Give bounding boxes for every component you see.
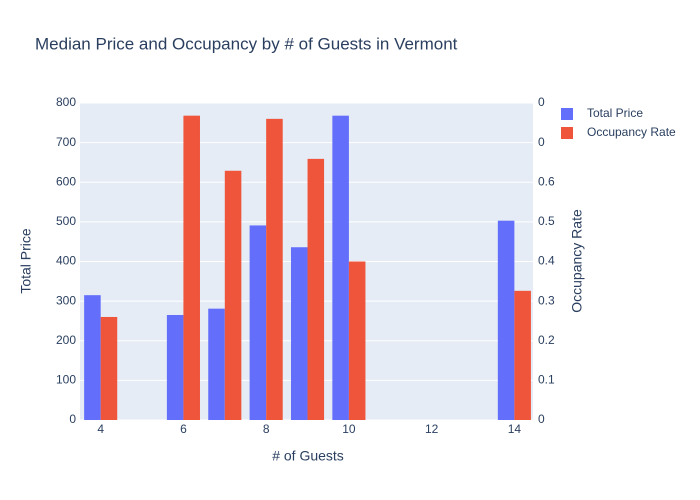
bar [166,314,184,420]
x-tick-label: 14 [508,422,522,436]
y-tick-label: 100 [56,373,76,387]
legend-swatch [561,127,573,139]
y2-tick-label: 0 [538,135,545,149]
bar [348,261,366,420]
bar [290,247,308,420]
y-tick-label: 500 [56,214,76,228]
y-tick-label: 200 [56,333,76,347]
bar [307,158,325,420]
y2-tick-label: 0.6 [538,174,555,188]
y-tick-label: 300 [56,293,76,307]
bar [208,308,225,420]
x-tick-label: 6 [180,422,187,436]
x-tick-label: 8 [263,422,270,436]
y2-axis-title: Occupancy Rate [569,209,585,313]
y2-tick-label: 0.5 [538,214,555,228]
y2-tick-label: 0.2 [538,333,555,347]
x-tick-label: 4 [97,422,104,436]
bar [266,118,283,420]
y-tick-label: 700 [56,135,76,149]
legend-label: Total Price [587,106,643,120]
y-tick-label: 400 [56,254,76,268]
bar [224,170,242,420]
y2-tick-label: 0.1 [538,373,555,387]
legend-swatch [561,108,573,120]
y2-tick-label: 0.3 [538,293,555,307]
y-tick-label: 0 [69,412,76,426]
y2-tick-label: 0 [538,412,545,426]
bar [84,295,101,420]
y-tick-label: 600 [56,174,76,188]
y2-tick-label: 0 [538,95,545,109]
bar [332,115,349,421]
bar [249,225,267,420]
legend-label: Occupancy Rate [587,125,676,139]
y2-tick-label: 0.4 [538,254,555,268]
bar [514,290,531,420]
bar [183,115,200,421]
bar [100,316,118,420]
chart-title: Median Price and Occupancy by # of Guest… [35,34,458,53]
bar [497,220,515,420]
y-axis-title: Total Price [18,228,34,294]
x-tick-label: 10 [342,422,356,436]
x-tick-label: 12 [425,422,439,436]
x-axis-title: # of Guests [272,448,344,464]
y-tick-label: 800 [56,95,76,109]
